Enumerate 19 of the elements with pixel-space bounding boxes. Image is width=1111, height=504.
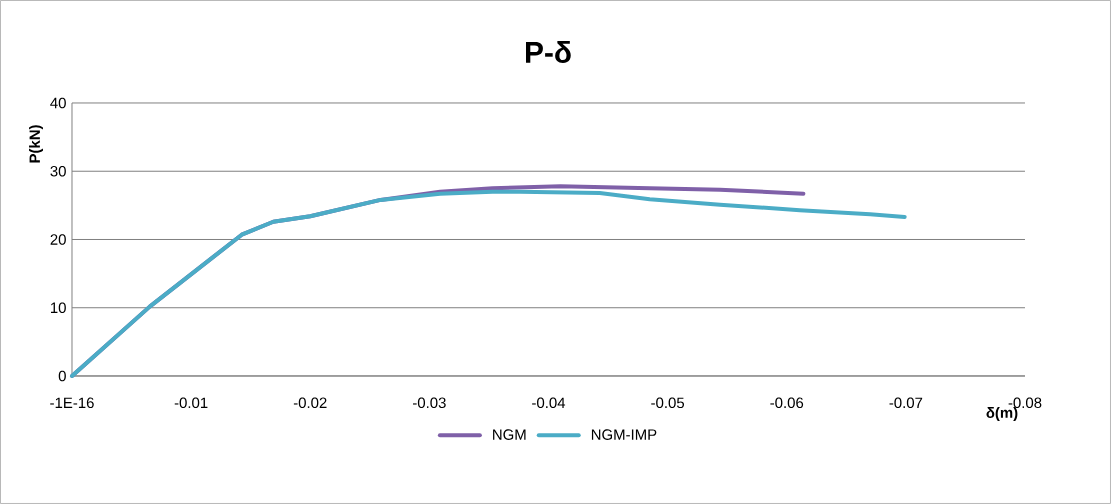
- x-tick-label: -0.05: [651, 397, 685, 409]
- x-tick-label: -0.08: [1008, 397, 1042, 409]
- y-tick-label: 20: [50, 234, 66, 245]
- x-tick-label: -0.02: [293, 397, 327, 409]
- x-tick-label: -1E-16: [50, 397, 94, 409]
- legend-label: NGM-IMP: [591, 429, 657, 440]
- y-tick-label: 40: [50, 97, 66, 109]
- x-tick-label: -0.06: [770, 397, 804, 409]
- y-tick-label: 30: [50, 165, 66, 177]
- x-tick-label: -0.04: [532, 397, 566, 409]
- x-tick-label: -0.01: [174, 397, 208, 409]
- x-tick-label: -0.07: [889, 397, 923, 409]
- chart-title: P-δ: [526, 41, 571, 63]
- y-axis-title: P(kN): [29, 125, 43, 163]
- y-tick-label: 0: [58, 370, 66, 382]
- x-tick-label: -0.03: [413, 397, 446, 409]
- y-tick-label: 10: [51, 302, 66, 314]
- legend-label: NGM: [493, 429, 526, 440]
- x-axis-title: δ(m): [986, 407, 1018, 421]
